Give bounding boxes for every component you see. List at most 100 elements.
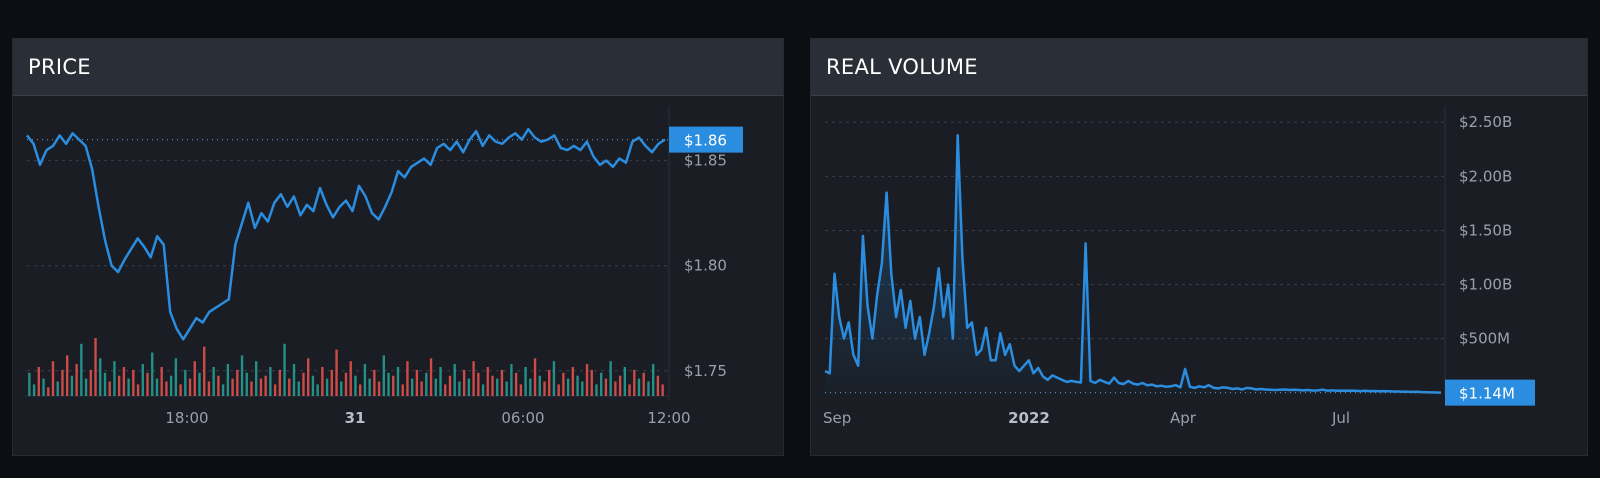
price-volume-bar <box>439 367 442 396</box>
price-panel-title: PRICE <box>28 55 91 79</box>
price-last-value-badge <box>669 126 743 153</box>
price-volume-bar <box>500 369 504 396</box>
price-volume-bar <box>103 372 107 396</box>
price-y-tick-label: $1.75 <box>684 362 727 380</box>
price-volume-bar <box>368 378 371 396</box>
price-volume-bar <box>250 381 253 396</box>
price-volume-bar <box>269 367 272 396</box>
price-volume-bar <box>354 375 357 396</box>
price-volume-bar <box>377 381 381 396</box>
price-volume-bar <box>155 378 159 396</box>
price-volume-bar <box>184 369 187 396</box>
price-volume-bar <box>231 378 234 396</box>
price-volume-bar <box>80 343 83 396</box>
volume-chart[interactable]: $2.50B $2.00B $1.50B $1.00B $500M Sep 2022 Apr… <box>811 96 1587 454</box>
price-volume-bar <box>330 369 334 396</box>
price-volume-bar <box>387 372 390 396</box>
price-volume-bar <box>311 375 315 396</box>
price-volume-bar <box>321 367 324 396</box>
price-volume-bar <box>203 346 206 396</box>
price-volume-bar <box>94 338 97 396</box>
price-volume-bar <box>207 381 211 396</box>
price-volume-bar <box>444 384 447 396</box>
price-chart[interactable]: $1.85 $1.80 $1.75 18:00 31 06:00 12:00 $1.86 <box>13 96 783 454</box>
price-volume-bar <box>146 372 149 396</box>
volume-y-tick-label: $1.00B <box>1459 276 1512 294</box>
volume-panel: REAL VOLUME $2.50B $2.00B $1.50B $1.00B $500… <box>810 38 1588 456</box>
price-volume-bar <box>297 381 300 396</box>
price-volume-bar <box>217 375 220 396</box>
price-volume-bar <box>70 375 74 396</box>
volume-y-tick-label: $2.00B <box>1459 167 1512 185</box>
volume-panel-title: REAL VOLUME <box>826 55 978 79</box>
price-volume-bar <box>42 378 45 396</box>
volume-area-fill <box>825 135 1441 396</box>
price-volume-bar <box>141 364 144 396</box>
price-volume-bar <box>496 378 499 396</box>
price-volume-bar <box>99 358 102 396</box>
price-volume-bar <box>514 372 518 396</box>
price-volume-bar <box>585 364 589 396</box>
price-volume-bar <box>179 384 182 396</box>
price-volume-bar <box>193 361 196 396</box>
price-volume-bar <box>557 384 560 396</box>
price-volume-bar <box>491 375 494 396</box>
price-volume-bar <box>122 367 126 396</box>
price-volume-bar <box>108 381 111 396</box>
price-volume-bar <box>595 384 598 396</box>
price-volume-bar <box>32 384 36 396</box>
price-volume-bar <box>633 369 636 396</box>
price-volume-bar <box>127 378 130 396</box>
volume-x-tick-label: Sep <box>823 409 851 427</box>
price-volume-bar <box>264 375 267 396</box>
price-volume-bar <box>198 372 201 396</box>
price-volume-bar <box>566 378 570 396</box>
price-volume-bar <box>415 369 419 396</box>
price-volume-bar <box>661 384 664 396</box>
price-volume-bar <box>169 375 173 396</box>
price-volume-bar <box>642 372 645 396</box>
price-volume-bar <box>510 364 513 396</box>
price-volume-bar <box>453 364 456 396</box>
price-volume-bar <box>524 367 527 396</box>
price-volume-bar <box>462 369 466 396</box>
price-volume-bar <box>656 375 660 396</box>
price-volume-bar <box>647 381 650 396</box>
price-volume-bar <box>637 378 641 396</box>
price-volume-bar <box>61 369 64 396</box>
volume-x-tick-label: 2022 <box>1008 409 1050 427</box>
price-volume-bar <box>406 361 409 396</box>
price-volume-bar <box>174 358 178 396</box>
price-x-tick-label: 06:00 <box>501 409 544 427</box>
price-volume-bar <box>486 367 489 396</box>
price-volume-bar <box>75 364 78 396</box>
price-x-tick-label: 12:00 <box>647 409 690 427</box>
price-y-tick-label: $1.80 <box>684 257 727 275</box>
price-volume-bar <box>505 381 508 396</box>
price-y-tick-label: $1.85 <box>684 152 727 170</box>
price-volume-bar <box>576 375 579 396</box>
price-volume-bar <box>481 384 485 396</box>
price-volume-bar <box>609 361 612 396</box>
price-volume-bar <box>136 384 140 396</box>
price-volume-bar <box>363 364 367 396</box>
price-volume-bar <box>283 343 286 396</box>
price-volume-bar <box>273 384 277 396</box>
price-panel: PRICE $1.85 $1.80 $1.75 18:00 31 06:00 12:00 … <box>12 38 784 456</box>
price-volume-bar <box>255 361 258 396</box>
volume-last-value-badge <box>1445 379 1535 406</box>
price-volume-bar <box>51 361 55 396</box>
price-volume-bar <box>56 381 59 396</box>
price-volume-bar <box>335 349 338 396</box>
price-volume-bar <box>623 367 627 396</box>
volume-panel-header: REAL VOLUME <box>811 39 1587 96</box>
price-volume-bar <box>600 372 603 396</box>
volume-y-tick-label: $2.50B <box>1459 113 1512 131</box>
price-volume-bar <box>614 381 617 396</box>
price-volume-bar <box>538 375 541 396</box>
price-volume-bar <box>113 361 116 396</box>
price-volume-bar <box>89 369 92 396</box>
price-volume-bar <box>396 367 400 396</box>
price-volume-bar <box>448 375 452 396</box>
price-volume-bar <box>165 381 168 396</box>
